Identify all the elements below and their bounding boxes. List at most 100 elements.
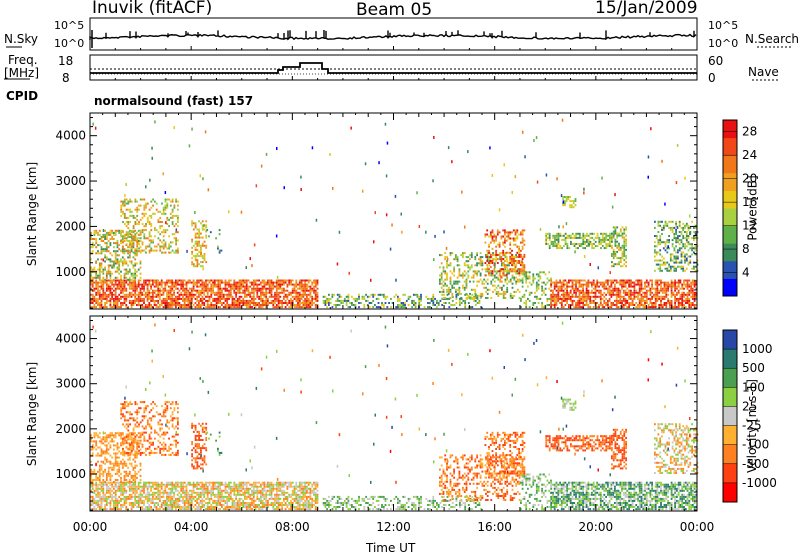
- power-cell: [446, 273, 448, 275]
- power-cell: [267, 298, 269, 300]
- power-cell: [651, 280, 653, 282]
- power-cell: [140, 250, 142, 252]
- power-cell: [301, 298, 303, 300]
- power-cell: [164, 282, 166, 284]
- power-cell: [383, 294, 385, 296]
- power-cell: [671, 294, 673, 296]
- power-cell: [441, 273, 443, 275]
- power-cell: [680, 296, 682, 298]
- power-cell: [120, 279, 122, 281]
- power-cell: [597, 235, 599, 237]
- velocity-cell: [115, 494, 117, 496]
- power-cell: [438, 302, 440, 304]
- power-cell: [260, 304, 262, 306]
- power-cell: [653, 304, 655, 306]
- power-cell: [659, 243, 661, 245]
- power-cell: [278, 300, 280, 302]
- power-cell: [682, 223, 684, 225]
- power-cell: [462, 285, 464, 287]
- power-cell: [152, 282, 154, 284]
- velocity-cell: [143, 488, 145, 490]
- power-cell: [110, 258, 112, 260]
- power-cell: [603, 282, 605, 284]
- power-cell: [615, 255, 617, 257]
- power-cell: [499, 270, 501, 272]
- power-cell: [148, 282, 150, 284]
- power-cell: [596, 290, 598, 292]
- power-cell: [102, 250, 104, 252]
- velocity-cell: [108, 502, 110, 504]
- power-cell: [635, 292, 637, 294]
- power-cell: [552, 300, 554, 302]
- power-cell: [115, 230, 117, 232]
- power-cell: [662, 288, 664, 290]
- power-cell: [413, 302, 415, 304]
- power-cell: [646, 282, 648, 284]
- power-cell: [577, 306, 579, 308]
- power-cell: [671, 296, 673, 298]
- power-cell: [310, 306, 312, 308]
- power-cell: [665, 288, 667, 290]
- power-cell: [219, 252, 221, 254]
- power-cell: [575, 247, 577, 249]
- power-cell: [450, 291, 452, 293]
- power-cell: [439, 266, 441, 268]
- power-cell: [221, 294, 223, 296]
- power-cell: [265, 292, 267, 294]
- power-cell: [113, 234, 115, 236]
- power-cell: [634, 294, 636, 296]
- power-cell: [402, 304, 404, 306]
- power-cell: [149, 209, 151, 211]
- power-cell: [156, 282, 158, 284]
- velocity-cell: [140, 498, 142, 500]
- power-cell: [218, 290, 220, 292]
- power-cell: [672, 229, 674, 231]
- velocity-cell: [101, 506, 103, 508]
- power-cell: [433, 258, 435, 261]
- power-cell: [337, 300, 339, 302]
- power-cell: [550, 304, 552, 306]
- power-cell: [637, 304, 639, 306]
- power-cell: [127, 273, 129, 275]
- power-cell: [466, 273, 468, 275]
- power-cell: [218, 306, 220, 308]
- power-cell: [385, 298, 387, 300]
- power-cell: [94, 230, 96, 232]
- power-cell: [593, 306, 595, 308]
- power-cell: [499, 244, 501, 246]
- power-cell: [680, 288, 682, 290]
- power-cell: [464, 264, 466, 266]
- power-cell: [223, 282, 225, 284]
- power-cell: [118, 244, 120, 246]
- power-cell: [625, 294, 627, 296]
- power-cell: [182, 282, 184, 284]
- power-cell: [522, 246, 524, 248]
- power-cell: [124, 213, 126, 215]
- power-cell: [225, 280, 227, 282]
- power-cell: [221, 304, 223, 306]
- power-cell: [156, 290, 158, 292]
- power-cell: [209, 290, 211, 292]
- power-cell: [108, 286, 110, 288]
- power-cell: [579, 233, 581, 235]
- power-cell: [476, 281, 478, 283]
- power-cell: [634, 304, 636, 306]
- power-cell: [561, 288, 563, 290]
- power-cell: [166, 217, 168, 219]
- power-cell: [205, 224, 207, 226]
- power-cell: [679, 247, 681, 249]
- power-cell: [193, 265, 195, 267]
- power-cell: [615, 245, 617, 247]
- power-cell: [525, 300, 527, 302]
- velocity-cell: [138, 502, 140, 504]
- power-cell: [246, 296, 248, 298]
- power-cell: [124, 235, 126, 237]
- power-cell: [667, 286, 669, 288]
- power-cell: [501, 260, 503, 262]
- power-cell: [655, 282, 657, 284]
- velocity-cell: [136, 502, 138, 504]
- power-cell: [677, 262, 679, 264]
- power-cell: [579, 298, 581, 300]
- power-cell: [493, 236, 495, 238]
- power-cell: [110, 265, 112, 267]
